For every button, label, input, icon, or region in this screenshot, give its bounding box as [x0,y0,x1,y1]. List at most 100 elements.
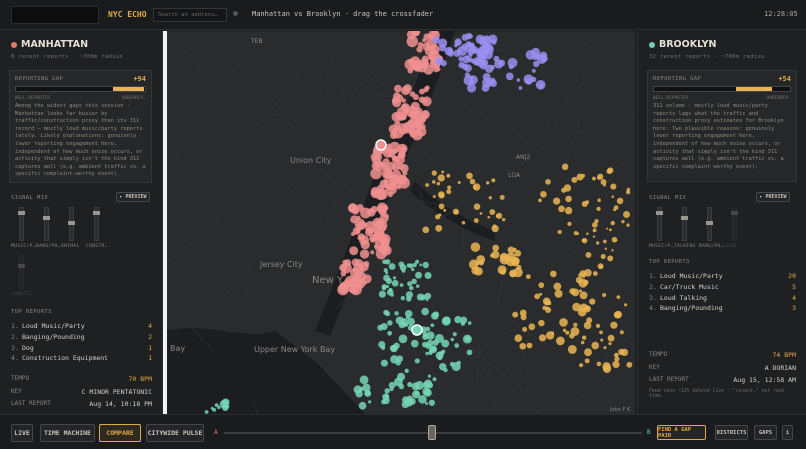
tool-button[interactable]: FIND A GAP PAIR [657,425,706,440]
activity-dot [375,188,387,200]
fader-knob[interactable] [428,425,436,440]
preview-button[interactable]: ▸ PREVIEW [756,192,790,202]
gap-box: REPORTING GAP +54 WELL-REPORTED UNDERREP. 31… [647,70,797,182]
street [229,283,261,290]
activity-dot [349,246,359,256]
gap-fill [112,87,144,91]
activity-dot [383,268,388,273]
activity-dot [531,68,536,73]
street [423,195,476,229]
activity-dot [507,246,515,254]
activity-dot [491,250,500,259]
mix-slider-track[interactable] [19,255,24,289]
preview-button[interactable]: ▸ PREVIEW [116,192,150,202]
report-rank: 4. [11,354,19,363]
activity-dot [222,402,228,408]
activity-dot [554,289,563,298]
mix-slider-knob[interactable] [93,211,100,215]
mode-button[interactable]: TIME MACHINE [40,424,95,442]
mix-slider-knob[interactable] [731,211,738,215]
activity-dot [460,321,466,326]
report-label: Banging/Pounding [22,332,85,341]
activity-dot [422,381,430,389]
activity-dot [465,336,470,342]
bottom-bar: LIVE TIME MACHINE COMPARE CITYWIDE PULSE A B F… [0,414,806,449]
activity-dot [432,311,440,318]
mix-slider-track[interactable] [19,207,24,241]
report-label: Dog [22,343,34,352]
street [613,240,625,275]
street [579,360,635,412]
activity-dot [586,317,593,324]
gap-low: WELL-REPORTED [653,95,689,100]
activity-dot [411,267,415,272]
activity-dot [519,309,527,317]
right-panel: BROOKLYN 32 recent reports · ~700m radius… [637,31,806,414]
side-name: BROOKLYN [659,39,717,50]
activity-dot [623,211,631,219]
activity-dot [538,319,545,327]
activity-dot [388,263,396,270]
activity-dot [583,279,589,286]
mix-slider-knob[interactable] [18,211,25,215]
activity-dot [488,196,492,200]
tool-button[interactable]: GAPS [754,425,777,440]
tool-button[interactable]: DISTRICTS [715,425,748,440]
mix-slider-knob[interactable] [681,216,688,220]
mix-slider-track[interactable] [657,207,662,241]
mix-slider-track[interactable] [732,207,737,241]
mix-slider-knob[interactable] [656,211,663,215]
activity-dot [359,249,370,259]
mode-button[interactable]: CITYWIDE PULSE [146,424,204,442]
activity-dot [380,323,388,331]
activity-dot [469,178,476,185]
mode-button[interactable]: COMPARE [99,424,141,442]
activity-dot [581,274,586,278]
activity-dot [562,328,567,333]
street [369,77,405,91]
activity-dot [596,361,602,367]
activity-dot [613,205,619,210]
mix-slider-track[interactable] [94,207,99,241]
activity-dot [421,96,432,107]
activity-dot [383,165,390,172]
activity-dot [519,342,527,350]
activity-dot [518,86,523,90]
activity-dot [450,337,455,342]
activity-dot [400,145,407,152]
street [262,74,299,123]
activity-dot [414,259,420,264]
activity-dot [385,183,398,195]
mix-slider-knob[interactable] [18,264,25,268]
mix-slider-track[interactable] [682,207,687,241]
tool-button[interactable]: i [782,425,793,440]
map[interactable]: TEB Union City Jersey City New Y LGA ANJ2 Uppe… [165,31,635,414]
reports-title: TOP REPORTS [11,309,52,315]
activity-dot [499,254,510,265]
activity-dot [408,285,414,291]
activity-dot [624,303,628,307]
mix-slider-knob[interactable] [43,216,50,220]
activity-dot [614,352,619,358]
mode-button[interactable]: LIVE [11,424,33,442]
activity-dot [379,208,387,217]
activity-dot [576,232,580,235]
activity-dot [552,197,561,205]
stat-label: KEY [649,363,660,371]
crossfader-divider[interactable] [163,31,167,414]
mix-slider-track[interactable] [44,207,49,241]
mix-slider-knob[interactable] [68,221,75,225]
activity-dot [457,45,468,56]
mix-slider-knob[interactable] [706,221,713,225]
activity-dot [425,183,430,187]
stat-value: 70 BPM [128,375,152,383]
search-input[interactable]: Search an address… [153,8,227,22]
reports-title: TOP REPORTS [649,259,690,265]
activity-dot [411,31,421,37]
pin [375,139,387,151]
street [497,79,519,107]
activity-dot [540,190,547,198]
activity-dot [427,374,432,378]
activity-dot [430,323,435,328]
activity-dot [478,46,489,57]
